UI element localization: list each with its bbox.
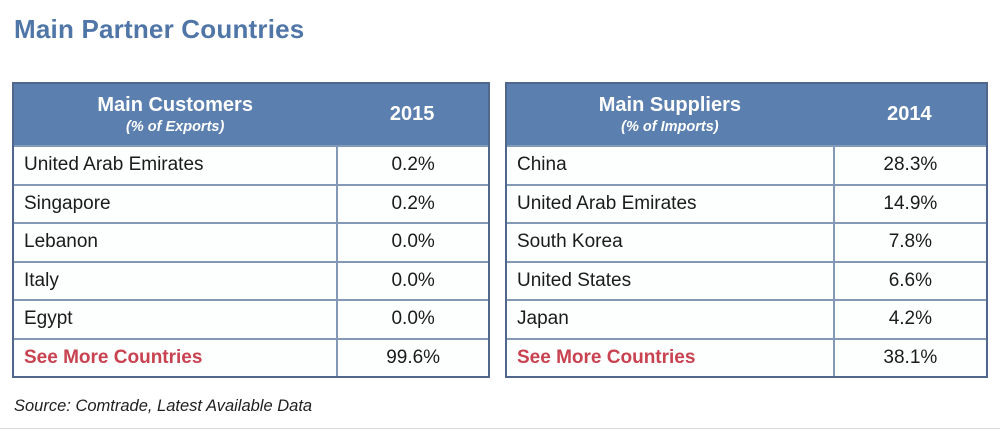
main-suppliers-title: Main Suppliers: [598, 93, 741, 116]
country-cell: China: [517, 154, 567, 176]
value-cell: 99.6%: [336, 339, 488, 376]
value-cell: 14.9%: [832, 185, 986, 222]
table-row: United Arab Emirates 14.9%: [507, 183, 986, 222]
value-cell: 0.2%: [336, 147, 488, 184]
value-cell: 0.0%: [336, 224, 488, 261]
main-suppliers-header-label: Main Suppliers (% of Imports): [507, 84, 833, 145]
table-row: Egypt 0.0%: [14, 299, 488, 338]
main-customers-table: Main Customers (% of Exports) 2015 Unite…: [12, 82, 490, 378]
table-row: Lebanon 0.0%: [14, 222, 488, 261]
main-suppliers-year-header: 2014: [887, 103, 932, 125]
main-suppliers-subtitle: (% of Imports): [621, 118, 719, 135]
main-customers-header: Main Customers (% of Exports) 2015: [14, 84, 488, 145]
country-cell: Egypt: [24, 308, 73, 330]
table-row: Japan 4.2%: [507, 299, 986, 338]
page-title: Main Partner Countries: [14, 14, 305, 44]
main-suppliers-header: Main Suppliers (% of Imports) 2014: [507, 84, 986, 145]
country-cell: South Korea: [517, 231, 623, 253]
table-row: See More Countries 38.1%: [507, 337, 986, 376]
value-cell: 7.8%: [832, 224, 986, 261]
country-cell: United Arab Emirates: [517, 192, 697, 214]
country-cell: Lebanon: [24, 231, 98, 253]
main-customers-header-label: Main Customers (% of Exports): [14, 84, 336, 145]
table-row: Singapore 0.2%: [14, 183, 488, 222]
table-row: South Korea 7.8%: [507, 222, 986, 261]
country-cell: United Arab Emirates: [24, 154, 204, 176]
country-cell: United States: [517, 269, 632, 291]
value-cell: 28.3%: [832, 147, 986, 184]
value-cell: 0.2%: [336, 185, 488, 222]
table-row: United States 6.6%: [507, 260, 986, 299]
main-customers-year-header: 2015: [389, 103, 435, 125]
value-cell: 4.2%: [832, 301, 986, 338]
country-cell: Japan: [517, 308, 569, 330]
value-cell: 0.0%: [336, 262, 488, 299]
main-customers-title: Main Customers: [97, 93, 253, 116]
table-row: United Arab Emirates 0.2%: [14, 145, 488, 184]
country-cell: Italy: [24, 269, 59, 291]
see-more-countries-link[interactable]: See More Countries: [517, 346, 696, 368]
value-cell: 6.6%: [832, 262, 986, 299]
source-note: Source: Comtrade, Latest Available Data: [14, 397, 313, 415]
main-suppliers-table: Main Suppliers (% of Imports) 2014 China…: [505, 82, 988, 378]
value-cell: 0.0%: [336, 301, 488, 338]
main-customers-subtitle: (% of Exports): [126, 118, 225, 135]
table-row: China 28.3%: [507, 145, 986, 184]
see-more-countries-link[interactable]: See More Countries: [24, 346, 203, 368]
value-cell: 38.1%: [832, 339, 986, 376]
table-row: See More Countries 99.6%: [14, 337, 488, 376]
table-row: Italy 0.0%: [14, 260, 488, 299]
bottom-divider: [0, 428, 1000, 429]
country-cell: Singapore: [24, 192, 111, 214]
